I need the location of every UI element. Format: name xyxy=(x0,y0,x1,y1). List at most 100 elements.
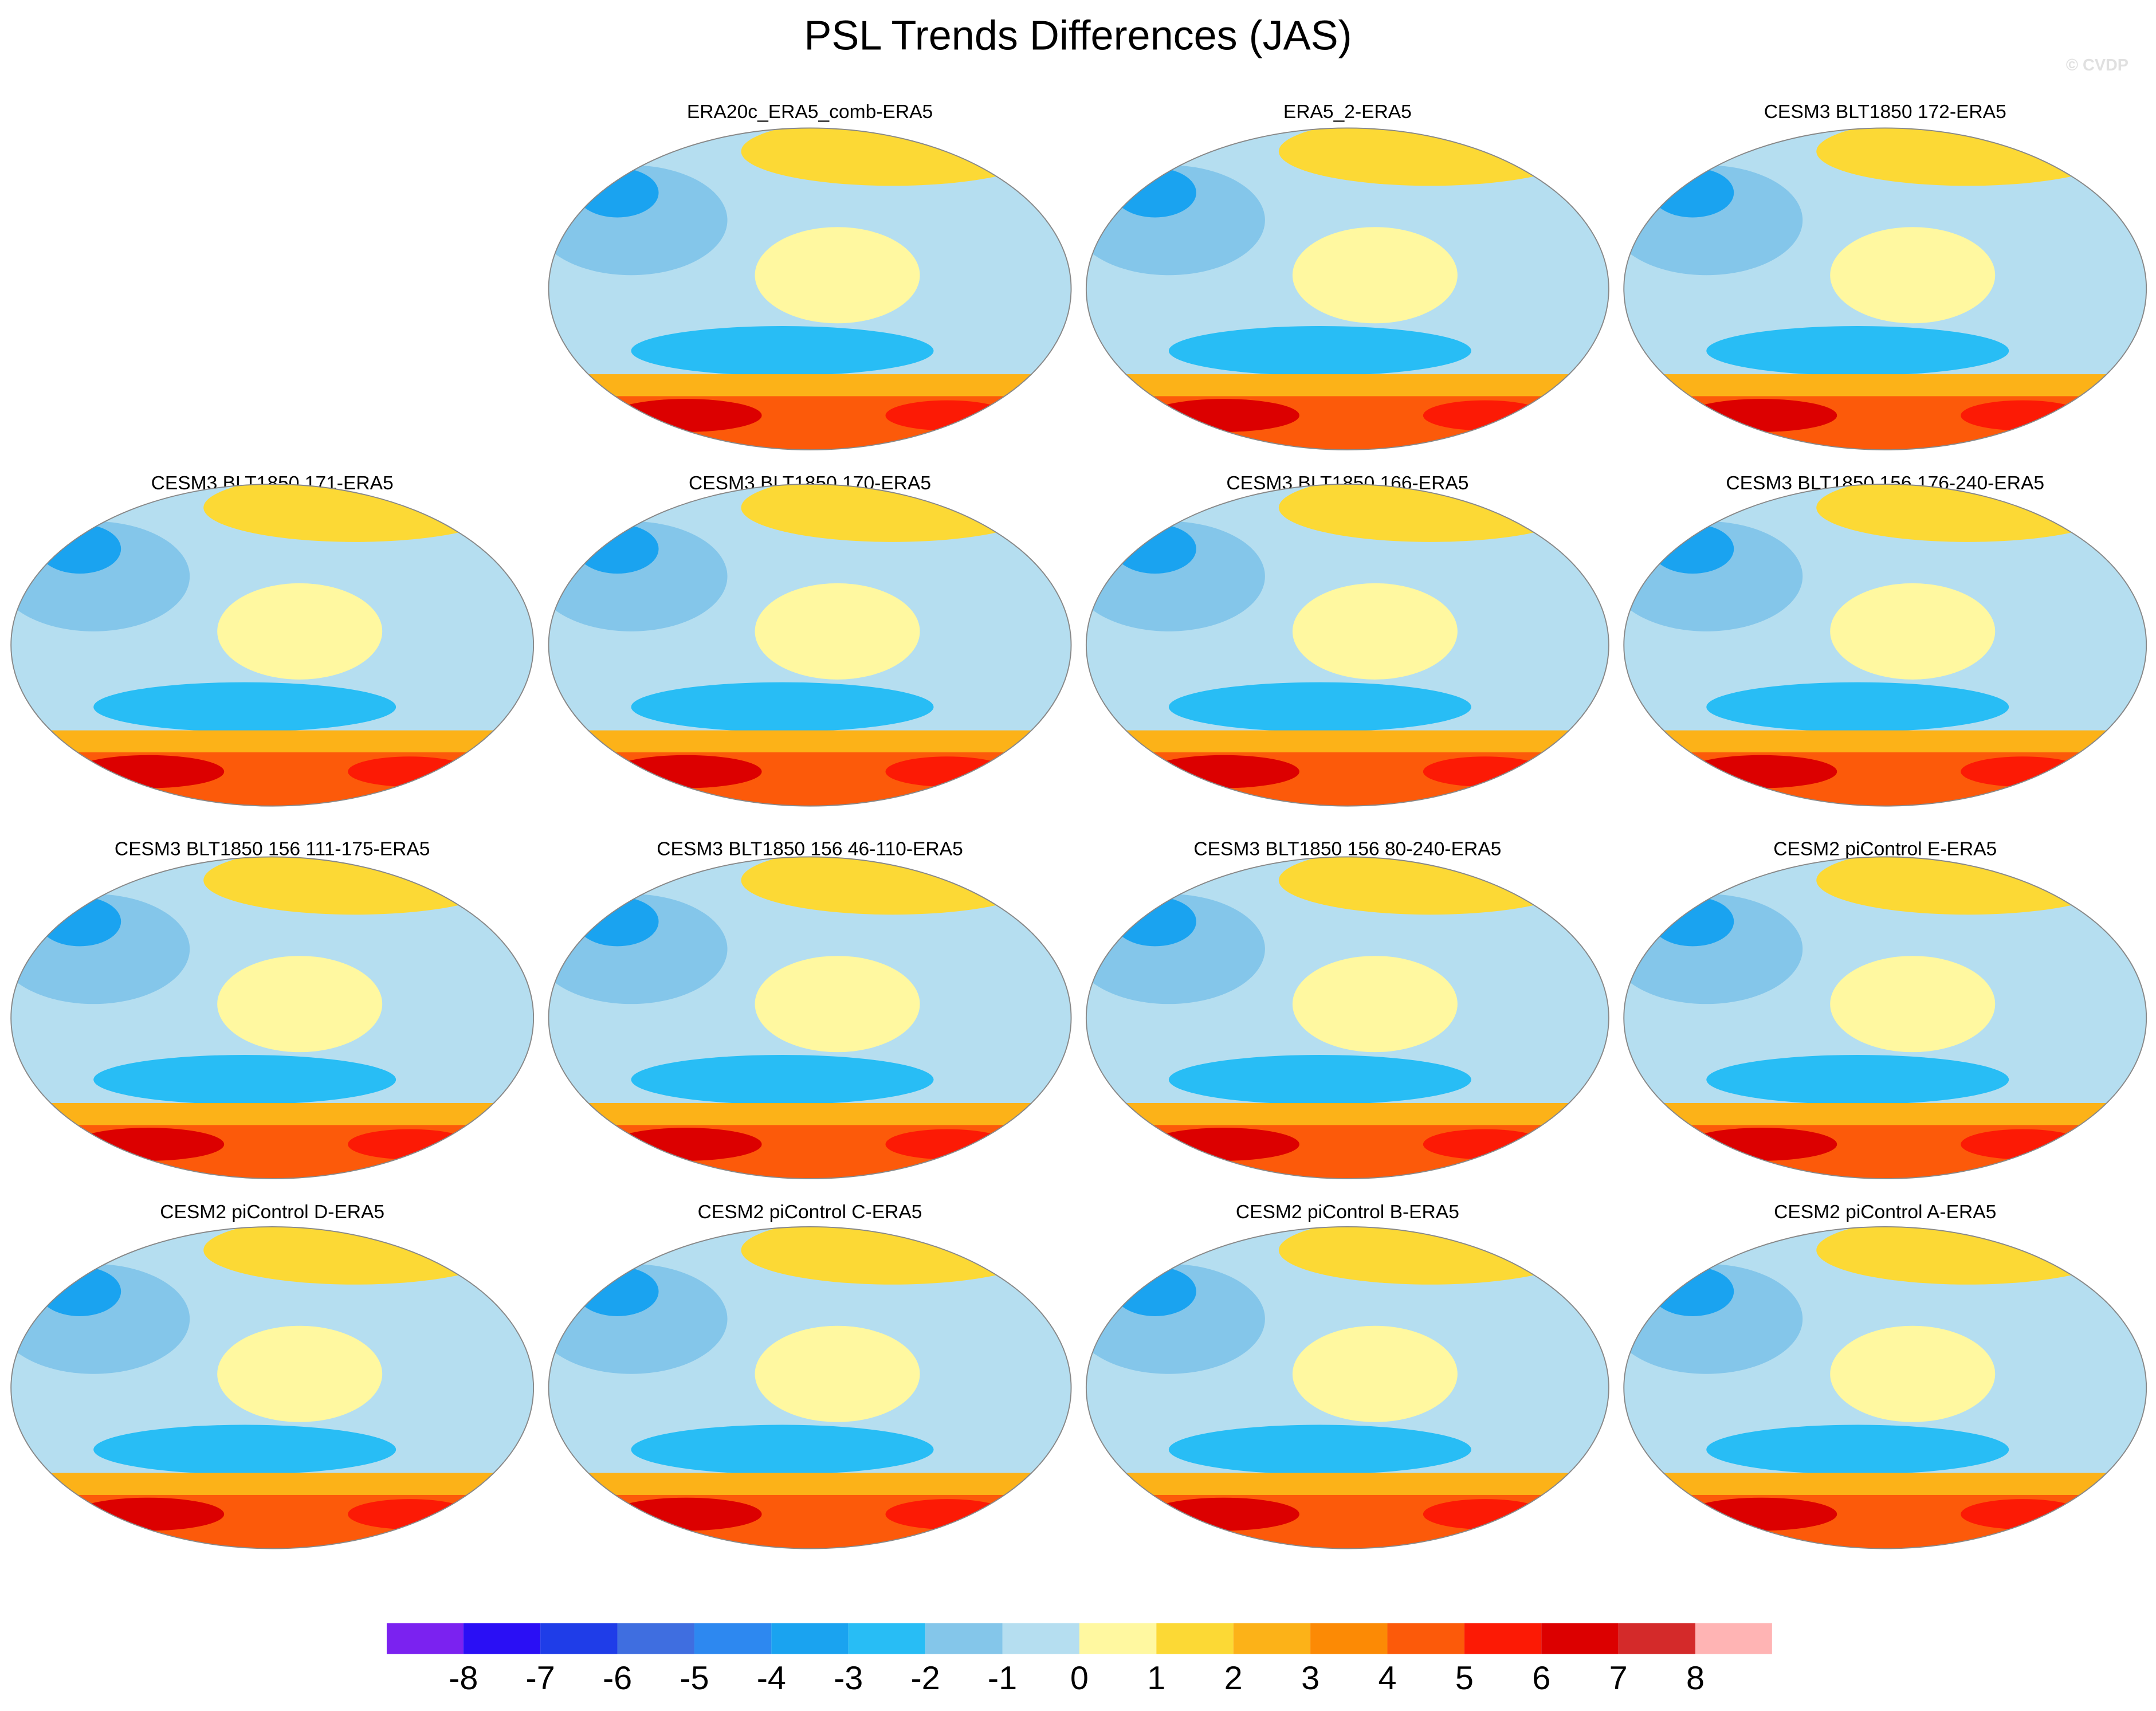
colorbar-swatch xyxy=(771,1623,849,1655)
map xyxy=(1086,128,1609,450)
field-patch xyxy=(1706,682,2009,732)
field-patch xyxy=(1706,1054,2009,1105)
colorbar-label: 8 xyxy=(1686,1660,1705,1697)
field-patch xyxy=(203,1226,506,1285)
colorbar-frame xyxy=(386,1622,1773,1655)
colorbar-label: 5 xyxy=(1455,1660,1474,1697)
panel-title: CESM2 piControl D-ERA5 xyxy=(160,1202,384,1223)
map xyxy=(1624,484,2147,806)
field-patch xyxy=(755,227,920,324)
field-patch xyxy=(1816,1226,2119,1285)
map xyxy=(548,484,1071,806)
colorbar-swatch xyxy=(1387,1623,1464,1655)
map-outline xyxy=(548,856,1072,1179)
map-outline xyxy=(1085,484,1609,807)
field-patch xyxy=(1168,326,1471,376)
field-patch xyxy=(217,583,383,680)
colorbar-label: -7 xyxy=(526,1660,555,1697)
field-patch xyxy=(755,1325,920,1422)
field-patch xyxy=(610,1128,762,1161)
map xyxy=(548,128,1071,450)
field-patch xyxy=(1278,1226,1581,1285)
field-patch xyxy=(217,956,383,1053)
field-patch xyxy=(755,583,920,680)
colorbar-swatch xyxy=(925,1623,1003,1655)
panel-title: CESM3 BLT1850 156 80-240-ERA5 xyxy=(1193,838,1501,860)
field-patch xyxy=(93,1424,396,1474)
field-patch xyxy=(741,128,1044,186)
colorbar-label: -8 xyxy=(449,1660,478,1697)
panel-title: CESM3 BLT1850 156 46-110-ERA5 xyxy=(657,838,963,860)
field-patch xyxy=(1148,1497,1299,1531)
field-patch xyxy=(38,896,121,947)
field-patch xyxy=(610,1497,762,1531)
map-outline xyxy=(1085,1226,1609,1549)
panel-title: CESM2 piControl A-ERA5 xyxy=(1774,1202,1996,1223)
map-outline xyxy=(10,1226,535,1549)
colorbar-swatch xyxy=(463,1623,541,1655)
field-patch xyxy=(1168,682,1471,732)
field-patch xyxy=(1706,326,2009,376)
field-patch xyxy=(1168,1424,1471,1474)
field-patch xyxy=(1651,1266,1734,1316)
field-patch xyxy=(1686,399,1837,432)
map xyxy=(1086,484,1609,806)
colorbar-label: 2 xyxy=(1224,1660,1243,1697)
field-patch xyxy=(1830,1325,1996,1422)
colorbar-swatch xyxy=(1233,1623,1311,1655)
field-patch xyxy=(610,399,762,432)
colorbar-label: -3 xyxy=(834,1660,863,1697)
field-patch xyxy=(576,896,659,947)
field-patch xyxy=(631,682,934,732)
field-patch xyxy=(1830,956,1996,1053)
field-patch xyxy=(576,524,659,574)
colorbar-label: 3 xyxy=(1301,1660,1319,1697)
colorbar-label: 7 xyxy=(1609,1660,1628,1697)
colorbar-swatch xyxy=(1079,1623,1157,1655)
watermark: © CVDP xyxy=(2066,56,2128,74)
map-outline xyxy=(1623,484,2147,807)
map-outline xyxy=(10,856,535,1179)
map xyxy=(1624,1226,2147,1549)
field-patch xyxy=(1651,168,1734,218)
field-patch xyxy=(1292,227,1458,324)
field-patch xyxy=(1686,1497,1837,1531)
field-patch xyxy=(1168,1054,1471,1105)
map xyxy=(11,1226,534,1549)
field-patch xyxy=(1278,128,1581,186)
field-patch xyxy=(1651,896,1734,947)
field-patch xyxy=(38,1266,121,1316)
panel-title: ERA5_2-ERA5 xyxy=(1283,101,1412,123)
field-patch xyxy=(1113,524,1196,574)
panel-title: CESM3 BLT1850 156 111-175-ERA5 xyxy=(115,838,430,860)
field-patch xyxy=(1292,583,1458,680)
field-patch xyxy=(93,682,396,732)
map xyxy=(1086,857,1609,1179)
map xyxy=(1624,128,2147,450)
colorbar-label: -2 xyxy=(911,1660,940,1697)
field-patch xyxy=(576,1266,659,1316)
colorbar-swatch xyxy=(1618,1623,1696,1655)
field-patch xyxy=(631,326,934,376)
field-patch xyxy=(73,1497,225,1531)
field-patch xyxy=(576,168,659,218)
colorbar-swatch xyxy=(1541,1623,1619,1655)
field-patch xyxy=(1830,583,1996,680)
colorbar-label: 1 xyxy=(1147,1660,1165,1697)
field-patch xyxy=(73,1128,225,1161)
colorbar-swatch xyxy=(848,1623,926,1655)
map-outline xyxy=(548,127,1072,450)
colorbar-label: -5 xyxy=(680,1660,709,1697)
field-patch xyxy=(93,1054,396,1105)
colorbar-label: -6 xyxy=(603,1660,632,1697)
colorbar-swatch xyxy=(617,1623,694,1655)
map xyxy=(548,857,1071,1179)
field-patch xyxy=(1816,128,2119,186)
field-patch xyxy=(1830,227,1996,324)
panel-title: CESM3 BLT1850 172-ERA5 xyxy=(1764,101,2006,123)
field-patch xyxy=(1686,1128,1837,1161)
field-patch xyxy=(631,1054,934,1105)
field-patch xyxy=(1651,524,1734,574)
map-outline xyxy=(1085,856,1609,1179)
